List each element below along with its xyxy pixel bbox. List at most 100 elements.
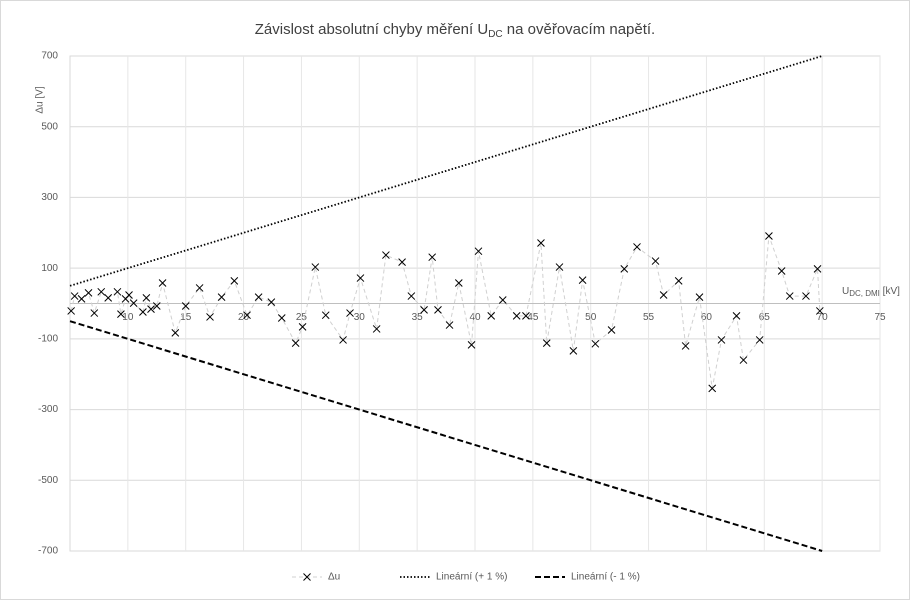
marker [474,247,483,256]
marker [206,313,214,321]
x-label-text: U [842,286,849,297]
marker [813,264,822,273]
marker [158,279,167,287]
y-tick-label: -500 [38,475,58,486]
marker [708,384,717,393]
chart-title: Závislost absolutní chyby měření UDC na … [255,21,655,40]
marker [113,287,122,296]
x-tick-label: 65 [759,312,771,323]
marker [372,325,381,333]
marker [139,308,147,316]
x-tick-label: 25 [296,312,308,323]
marker [67,307,76,315]
legend-label: Lineární (- 1 %) [571,572,640,583]
title-text: Závislost absolutní chyby měření U [255,21,488,38]
marker [117,310,125,318]
marker [90,309,99,317]
marker [291,339,300,347]
marker [171,328,180,337]
x-tick-label: 60 [701,312,713,323]
y-tick-label: -100 [38,333,58,344]
marker [765,232,773,240]
series-line [69,320,823,552]
marker [569,347,578,355]
marker [732,312,741,320]
legend-label: Δu [328,572,340,583]
y-tick-label: 700 [41,51,58,62]
marker [537,239,545,247]
y-axis-label: Δu [V] [35,86,46,113]
marker [152,302,161,310]
x-tick-label: 70 [817,312,829,323]
marker [651,257,660,265]
x-label-end: [kV] [880,286,900,297]
title-sub: DC [488,29,502,40]
marker [181,302,190,310]
marker [512,312,521,320]
y-tick-label: -300 [38,404,58,415]
marker [407,292,416,300]
y-tick-label: 100 [41,263,58,274]
marker [217,293,226,301]
marker [434,306,442,314]
marker [785,292,794,300]
marker [777,267,786,275]
marker [717,336,726,344]
marker [311,263,320,271]
marker [467,341,476,349]
x-tick-label: 10 [122,312,134,323]
marker [104,293,113,302]
marker [321,311,330,320]
marker [633,243,641,251]
legend-label: Lineární (+ 1 %) [436,572,507,583]
marker [815,307,824,315]
marker [674,277,683,285]
marker [277,314,286,322]
marker [681,342,690,350]
marker [755,336,764,344]
x-tick-label: 15 [180,312,192,323]
marker [382,251,390,259]
marker [243,311,251,320]
marker [129,299,138,307]
marker [398,258,406,266]
x-tick-label: 30 [354,312,366,323]
y-tick-label: 300 [41,192,58,203]
marker [230,277,239,285]
marker [454,279,463,287]
marker [522,312,530,320]
marker [487,312,496,320]
x-label-sub: DC, DMI [849,289,880,298]
marker [498,296,507,304]
x-tick-label: 50 [585,312,597,323]
marker [542,339,551,347]
marker [356,274,365,282]
marker [620,264,629,273]
marker [591,339,600,348]
x-axis-label: UDC, DMI [kV] [842,286,900,298]
marker [254,293,263,301]
series-line [69,55,823,287]
x-tick-label: 45 [527,312,539,323]
x-tick-label: 20 [238,312,250,323]
marker [607,326,616,334]
marker [695,293,704,301]
marker [142,293,151,302]
x-tick-label: 55 [643,312,655,323]
marker [84,289,93,297]
marker [659,291,668,299]
marker [339,336,347,344]
marker [578,276,587,285]
marker [346,309,354,317]
marker [147,305,155,314]
series-line [70,235,821,389]
marker [739,356,748,364]
marker [267,298,276,306]
marker [195,284,204,292]
title-end: na ověřovacím napětí. [503,21,656,38]
marker [420,306,428,314]
marker [555,263,564,271]
marker [303,573,311,581]
marker [125,291,133,299]
